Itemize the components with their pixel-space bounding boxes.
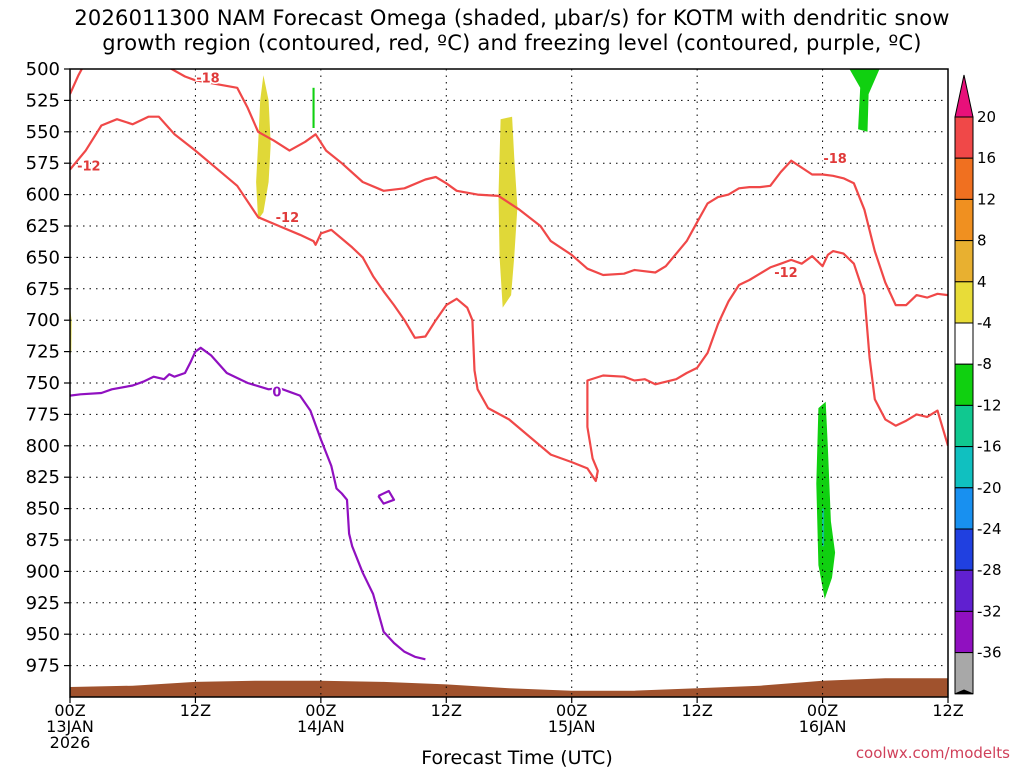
colorbar-box-1 [954,116,974,159]
y-tick-label-625: 625 [26,216,60,237]
y-tick-label-925: 925 [26,593,60,614]
y-tick-label-850: 850 [26,499,60,520]
y-tick-label-725: 725 [26,342,60,363]
y-tick-label-575: 575 [26,153,60,174]
x-tick-label-84: 12Z [932,701,963,720]
contour-line-1 [169,69,948,307]
colorbar-box-5 [954,281,974,324]
colorbar-box-3 [954,198,974,242]
omega-region-5 [816,401,836,599]
colorbar-box-8 [954,404,974,448]
colorbar-box-2 [954,157,974,200]
contour-label-4: -12 [774,266,798,281]
colorbar-label-3: 8 [977,232,987,250]
colorbar-arrow-bottom [954,689,974,695]
plot-area: -18 -12 -12 0 -12 -18 [70,69,948,697]
colorbar-box-6 [954,322,974,365]
colorbar-box-4 [954,240,974,283]
watermark[interactable]: coolwx.com/modelts [855,744,1010,762]
y-tick-label-650: 650 [26,247,60,268]
y-tick-label-675: 675 [26,279,60,300]
y-tick-label-600: 600 [26,185,60,206]
y-tick-label-525: 525 [26,90,60,111]
colorbar-box-14 [954,652,974,695]
colorbar-arrow-top [954,74,974,118]
y-tick-label-550: 550 [26,122,60,143]
colorbar-box-9 [954,446,974,489]
y-tick-label-800: 800 [26,436,60,457]
colorbar-label-10: -24 [977,520,1002,538]
y-tick-label-500: 500 [26,59,60,80]
contour-label-5: -18 [823,152,847,167]
colorbar-label-7: -12 [977,396,1002,414]
x-tick-label-36: 12Z [431,701,462,720]
x-axis-label: Forecast Time (UTC) [421,747,612,768]
colorbar-box-7 [954,363,974,406]
colorbar-label-9: -20 [977,479,1002,497]
colorbar-label-8: -16 [977,438,1002,456]
colorbar-box-13 [954,610,974,654]
y-tick-label-950: 950 [26,624,60,645]
colorbar-label-6: -8 [977,355,992,373]
x-tick-label-60: 12Z [681,701,712,720]
y-tick-label-825: 825 [26,467,60,488]
x-tick-label-12: 12Z [180,701,211,720]
y-tick-label-775: 775 [26,404,60,425]
colorbar-label-11: -28 [977,561,1002,579]
colorbar: 20 16 12 8 4 -4 -8 -12 -16 -20 -24 -28 -32 -36 [954,74,1002,695]
y-tick-label-875: 875 [26,530,60,551]
omega-region-0 [256,75,271,220]
colorbar-label-2: 12 [977,190,996,208]
x-tick-label-24: 00Z 14JAN [297,701,345,736]
colorbar-box-10 [954,487,974,530]
colorbar-box-12 [954,569,974,612]
colorbar-label-4: 4 [977,273,987,291]
colorbar-box-11 [954,528,974,571]
colorbar-label-5: -4 [977,314,992,332]
colorbar-label-1: 16 [977,149,996,167]
y-tick-label-975: 975 [26,656,60,677]
omega-region-1 [498,116,518,308]
omega-region-3 [312,87,315,128]
chart-title: 2026011300 NAM Forecast Omega (shaded, μ… [74,6,950,55]
omega-region-4 [849,69,880,132]
y-tick-label-700: 700 [26,310,60,331]
contour-label-2: -12 [276,211,300,226]
y-tick-label-900: 900 [26,561,60,582]
omega-region-6 [822,508,825,547]
colorbar-label-0: 20 [977,108,996,126]
colorbar-label-13: -36 [977,644,1002,662]
colorbar-label-12: -32 [977,602,1002,620]
contour-label-1: -12 [77,159,101,174]
contour-line-2 [70,115,948,483]
contour-line-4 [377,489,396,505]
contour-line-3 [70,346,426,661]
terrain-fill [70,678,948,697]
contour-line-0 [70,69,84,95]
y-tick-label-750: 750 [26,373,60,394]
x-tick-label-48: 00Z 15JAN [548,701,596,736]
contour-label-3: 0 [272,386,281,401]
x-tick-label-0: 00Z 13JAN 2026 [46,701,94,752]
x-tick-label-72: 00Z 16JAN [799,701,847,736]
contour-label-0: -18 [196,72,220,87]
